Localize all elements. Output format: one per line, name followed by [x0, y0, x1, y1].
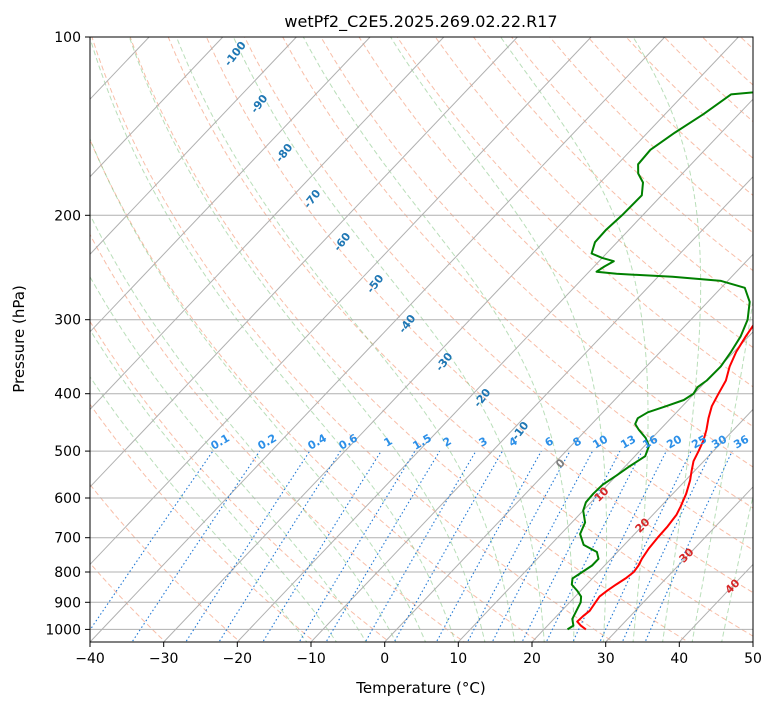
chart-title: wetPf2_C2E5.2025.269.02.22.R17 [284, 12, 557, 32]
dry-adiabat-line [129, 37, 690, 642]
x-tick-label: 40 [670, 651, 688, 667]
x-tick-label: −10 [296, 651, 326, 667]
x-axis-ticks: −40 −30 −20 −10 0 10 20 30 40 50 [75, 642, 762, 667]
dry-adiabat-line [244, 37, 753, 551]
y-tick-label: 200 [54, 208, 81, 224]
isotherm-line [90, 37, 224, 178]
isotherm-line [90, 37, 371, 333]
plot-frame [89, 36, 754, 643]
isotherm-line [531, 408, 753, 642]
y-tick-label: 100 [54, 30, 81, 46]
moist-adiabat-line [90, 375, 308, 642]
isotherm-line [90, 37, 592, 566]
mixing-ratio-lines [90, 450, 733, 642]
isotherm-line [90, 37, 445, 411]
isotherm-line [90, 37, 518, 488]
isotherm-line [163, 37, 739, 642]
y-tick-label: 800 [54, 565, 81, 581]
dry-adiabat-line [320, 37, 753, 468]
mixing-ratio-line [466, 450, 571, 642]
isotherms [90, 37, 753, 642]
dry-adiabat-line [90, 233, 465, 642]
temperature-profile-line [576, 324, 753, 631]
x-tick-label: 50 [744, 651, 762, 667]
dry-adiabat-line [396, 37, 753, 388]
mixing-ratio-line [521, 450, 621, 642]
x-tick-label: −20 [223, 651, 253, 667]
isotherm-line [384, 253, 753, 642]
mixing-ratio-line [131, 450, 261, 642]
x-tick-label: −40 [75, 651, 105, 667]
mixing-ratio-line [364, 450, 477, 642]
y-tick-label: 400 [54, 387, 81, 403]
isotherm-line [310, 176, 753, 642]
mixing-ratio-line [262, 450, 382, 642]
isotherm-line [236, 98, 753, 642]
mixing-ratio-line [90, 450, 214, 631]
y-tick-label: 300 [54, 313, 81, 329]
mixing-ratio-line [621, 450, 712, 642]
isotherm-line [90, 37, 297, 256]
x-tick-label: 0 [380, 651, 389, 667]
y-axis-label: Pressure (hPa) [10, 285, 28, 393]
mixing-ratio-line [325, 450, 441, 642]
pressure-gridlines [90, 37, 753, 630]
y-tick-label: 700 [54, 531, 81, 547]
x-tick-label: 10 [449, 651, 467, 667]
dry-adiabat-line [434, 37, 753, 349]
isotherm-line [90, 37, 666, 642]
y-tick-label: 900 [54, 595, 81, 611]
x-axis-label: Temperature (°C) [355, 679, 485, 697]
x-tick-label: −30 [149, 651, 179, 667]
y-tick-label: 1000 [45, 622, 81, 638]
mixing-ratio-line [491, 450, 594, 642]
mixing-ratio-line [599, 450, 692, 642]
mixing-ratio-line [185, 450, 311, 642]
plot-area: -100-90-80-70-60-50-40-30-20-100.1 0.2 0.4… [90, 37, 753, 642]
dewpoint-profile-line [566, 91, 753, 631]
x-tick-label: 20 [523, 651, 541, 667]
y-tick-label: 500 [54, 444, 81, 460]
mixing-ratio-line [218, 450, 341, 642]
isotherm-line [605, 486, 753, 642]
isotherm-line [457, 331, 753, 642]
y-tick-label: 600 [54, 491, 81, 507]
profile-series [566, 91, 753, 631]
moist-adiabat-line [90, 137, 427, 642]
x-tick-label: 30 [597, 651, 615, 667]
y-axis-ticks: 1000 900 800 700 600 500 400 300 200 100 [45, 30, 90, 638]
